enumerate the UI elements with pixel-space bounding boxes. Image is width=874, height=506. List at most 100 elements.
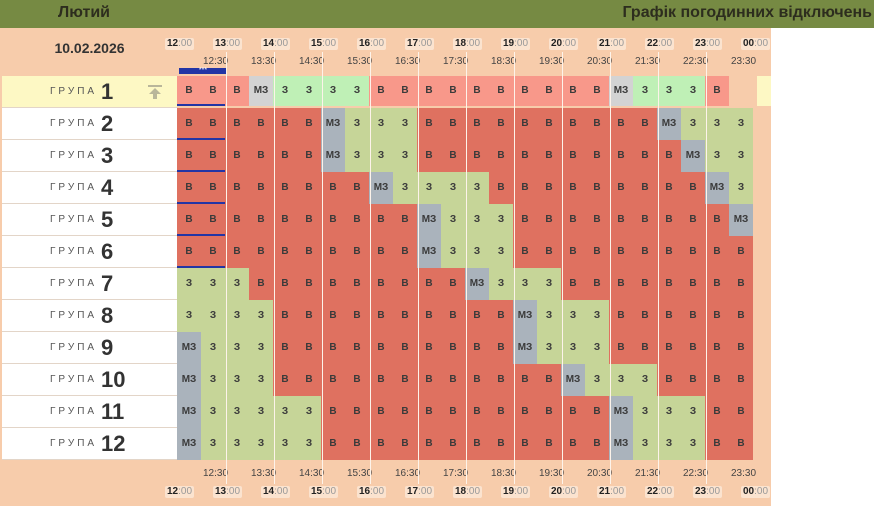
schedule-cell: В — [177, 172, 201, 204]
schedule-cell: МЗ — [417, 204, 441, 236]
schedule-cell: З — [729, 172, 753, 204]
schedule-cell: З — [369, 108, 393, 140]
schedule-cell: З — [297, 76, 321, 106]
schedule-cell: В — [657, 364, 681, 396]
schedule-cell: В — [201, 236, 225, 268]
schedule-cell: В — [393, 76, 417, 106]
schedule-cell: В — [177, 76, 201, 106]
hour-suffix: :00 — [226, 486, 241, 497]
schedule-cell: В — [489, 140, 513, 172]
hour-divider — [370, 52, 371, 484]
schedule-cell: В — [393, 204, 417, 236]
schedule-cell: В — [465, 428, 489, 460]
schedule-cell: В — [489, 364, 513, 396]
schedule-cell: В — [273, 364, 297, 396]
schedule-cell: З — [705, 108, 729, 140]
schedule-cell: З — [465, 236, 489, 268]
schedule-cell: В — [393, 364, 417, 396]
date-label: 10.02.2026 — [54, 40, 125, 56]
schedule-cell: З — [489, 268, 513, 300]
half-hour-label-bottom: 21:30 — [635, 468, 661, 479]
hour-suffix: :00 — [514, 486, 529, 497]
group-word: ГРУПА — [50, 406, 98, 417]
schedule-cell: В — [585, 204, 609, 236]
schedule-cell: В — [729, 236, 753, 268]
schedule-cell: В — [465, 108, 489, 140]
hour-value: 21 — [599, 486, 611, 497]
hour-label-19-top: 19:00 — [501, 38, 531, 50]
schedule-cell: В — [585, 428, 609, 460]
schedule-cell: В — [249, 172, 273, 204]
schedule-cell: З — [201, 300, 225, 332]
group-label: ГРУПА 7 — [2, 268, 177, 300]
schedule-cell: В — [249, 204, 273, 236]
schedule-cell: МЗ — [561, 364, 585, 396]
hour-value: 00 — [743, 38, 755, 49]
hour-label-20-top: 20:00 — [549, 38, 579, 50]
schedule-cell: В — [225, 236, 249, 268]
schedule-cell: В — [345, 396, 369, 428]
schedule-cell: В — [585, 140, 609, 172]
group-word: ГРУПА — [50, 246, 98, 257]
schedule-cell: В — [633, 300, 657, 332]
group-row-3: ГРУПА 3 В В В В В В МЗ З З З В В В В В В В В В В В МЗ З З — [2, 140, 772, 172]
schedule-cell: З — [681, 76, 705, 106]
schedule-cell: В — [657, 204, 681, 236]
schedule-cell: З — [561, 300, 585, 332]
hour-suffix: :00 — [322, 38, 337, 49]
hour-suffix: :00 — [562, 486, 577, 497]
hour-divider — [418, 52, 419, 484]
schedule-cell: В — [177, 204, 201, 236]
schedule-cell: В — [633, 268, 657, 300]
schedule-cell: МЗ — [609, 76, 633, 106]
hour-value: 15 — [311, 486, 323, 497]
schedule-cell: В — [561, 428, 585, 460]
schedule-cell: В — [297, 108, 321, 140]
hour-label-23-bottom: 23:00 — [693, 486, 723, 498]
schedule-cell: В — [561, 76, 585, 106]
hour-divider — [226, 52, 227, 484]
schedule-cell: В — [201, 108, 225, 140]
hour-label-20-bottom: 20:00 — [549, 486, 579, 498]
schedule-cell: В — [393, 300, 417, 332]
half-hour-label-bottom: 19:30 — [539, 468, 565, 479]
group-label: ГРУПА 6 — [2, 236, 177, 268]
group-label: ГРУПА 9 — [2, 332, 177, 364]
schedule-cell: В — [513, 108, 537, 140]
schedule-cell: В — [681, 172, 705, 204]
schedule-cell: В — [345, 428, 369, 460]
schedule-cell: В — [369, 236, 393, 268]
schedule-cell: З — [585, 300, 609, 332]
group-row-11: ГРУПА 11 МЗ З З З З З В В В В В В В В В В В В МЗ З З З В В — [2, 396, 772, 428]
schedule-cell: В — [729, 300, 753, 332]
schedule-cell: В — [177, 236, 201, 268]
hour-value: 00 — [743, 486, 755, 497]
schedule-cell: З — [489, 204, 513, 236]
schedule-cell: МЗ — [513, 300, 537, 332]
group-word: ГРУПА — [50, 374, 98, 385]
schedule-cell: В — [297, 140, 321, 172]
hour-suffix: :00 — [418, 38, 433, 49]
schedule-cell: В — [297, 236, 321, 268]
schedule-cell: В — [321, 428, 345, 460]
schedule-cell: МЗ — [609, 396, 633, 428]
schedule-cell: В — [585, 76, 609, 106]
schedule-cell: З — [321, 76, 345, 106]
half-hour-label-bottom: 14:30 — [299, 468, 325, 479]
schedule-cell: МЗ — [729, 204, 753, 236]
hour-suffix: :00 — [466, 38, 481, 49]
group-number: 12 — [101, 431, 126, 456]
schedule-cell: З — [417, 172, 441, 204]
schedule-cell: В — [537, 236, 561, 268]
title-bar: Лютий Графік погодинних відключень — [0, 0, 874, 28]
schedule-cell: З — [681, 108, 705, 140]
hour-suffix: :00 — [562, 38, 577, 49]
half-hour-label-bottom: 13:30 — [251, 468, 277, 479]
schedule-cell: В — [345, 332, 369, 364]
schedule-cell: В — [729, 364, 753, 396]
group-row-1: ГРУПА 1 В В В МЗ З З З З В В В В В В В В В В МЗ З З З В — [2, 76, 772, 108]
pin-to-top-icon[interactable] — [147, 84, 163, 100]
schedule-cell: В — [249, 268, 273, 300]
schedule-cell: В — [465, 140, 489, 172]
schedule-cell: В — [297, 300, 321, 332]
